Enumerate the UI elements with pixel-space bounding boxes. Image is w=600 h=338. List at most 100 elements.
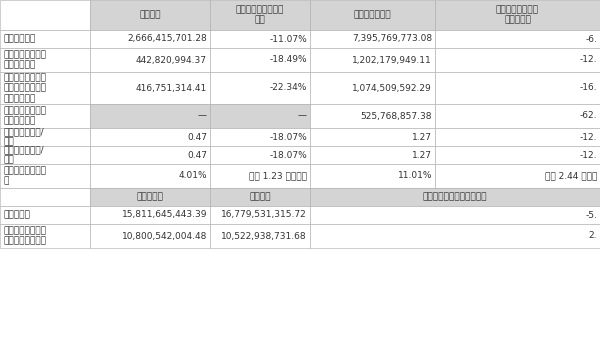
Bar <box>210 0 310 30</box>
Text: —: — <box>298 112 307 121</box>
Bar <box>310 188 600 206</box>
Bar <box>210 104 310 128</box>
Bar <box>310 128 435 146</box>
Bar <box>435 146 600 164</box>
Text: 1,074,509,592.29: 1,074,509,592.29 <box>352 83 432 93</box>
Text: 年初至报告期末: 年初至报告期末 <box>353 10 391 20</box>
Bar <box>210 72 310 104</box>
Bar <box>310 72 435 104</box>
Text: 0.47: 0.47 <box>187 150 207 160</box>
Bar <box>210 146 310 164</box>
Text: 释每股收益（元/
股）: 释每股收益（元/ 股） <box>4 145 44 165</box>
Text: 业收入（元）: 业收入（元） <box>4 34 36 44</box>
Bar <box>90 104 210 128</box>
Text: 属于上市公司股东
净利润（元）: 属于上市公司股东 净利润（元） <box>4 50 47 70</box>
Bar <box>435 0 600 30</box>
Bar <box>435 72 600 104</box>
Bar <box>0 146 90 164</box>
Text: 1.27: 1.27 <box>412 132 432 142</box>
Text: 4.01%: 4.01% <box>178 171 207 180</box>
Text: 下降 2.44 个百分: 下降 2.44 个百分 <box>545 171 597 180</box>
Bar <box>90 72 210 104</box>
Bar <box>90 206 210 224</box>
Text: 本报告期: 本报告期 <box>139 10 161 20</box>
Text: -18.07%: -18.07% <box>269 150 307 160</box>
Text: 1,202,179,949.11: 1,202,179,949.11 <box>352 55 432 65</box>
Text: -22.34%: -22.34% <box>269 83 307 93</box>
Bar <box>0 30 90 48</box>
Text: 11.01%: 11.01% <box>398 171 432 180</box>
Bar <box>90 128 210 146</box>
Text: 营活动产生的现金
量净额（元）: 营活动产生的现金 量净额（元） <box>4 106 47 126</box>
Text: 7,395,769,773.08: 7,395,769,773.08 <box>352 34 432 44</box>
Text: -6.: -6. <box>585 34 597 44</box>
Text: -12.: -12. <box>580 150 597 160</box>
Bar <box>0 0 90 30</box>
Bar <box>0 128 90 146</box>
Text: 0.47: 0.47 <box>187 132 207 142</box>
Bar <box>0 224 90 248</box>
Bar <box>310 224 600 248</box>
Text: -12.: -12. <box>580 132 597 142</box>
Text: 属于上市公司股东
扣除非经常性损益
净利润（元）: 属于上市公司股东 扣除非经常性损益 净利润（元） <box>4 73 47 103</box>
Text: 属于上市公司股东
所有者权益（元）: 属于上市公司股东 所有者权益（元） <box>4 226 47 246</box>
Text: 16,779,531,315.72: 16,779,531,315.72 <box>221 211 307 219</box>
Text: -11.07%: -11.07% <box>269 34 307 44</box>
Bar <box>435 48 600 72</box>
Text: 权平均净资产收益
率: 权平均净资产收益 率 <box>4 166 47 186</box>
Bar <box>90 146 210 164</box>
Bar <box>90 0 210 30</box>
Bar <box>310 104 435 128</box>
Bar <box>0 72 90 104</box>
Bar <box>210 164 310 188</box>
Bar <box>310 146 435 164</box>
Text: —: — <box>198 112 207 121</box>
Bar <box>210 128 310 146</box>
Text: 年初至报告期末比
年同期增减: 年初至报告期末比 年同期增减 <box>496 5 539 25</box>
Text: -5.: -5. <box>585 211 597 219</box>
Bar <box>0 206 90 224</box>
Bar <box>90 164 210 188</box>
Text: 525,768,857.38: 525,768,857.38 <box>361 112 432 121</box>
Bar <box>435 30 600 48</box>
Text: 416,751,314.41: 416,751,314.41 <box>136 83 207 93</box>
Text: 442,820,994.37: 442,820,994.37 <box>136 55 207 65</box>
Bar <box>310 30 435 48</box>
Bar <box>210 224 310 248</box>
Text: 1.27: 1.27 <box>412 150 432 160</box>
Bar <box>0 188 90 206</box>
Bar <box>90 30 210 48</box>
Text: 2,666,415,701.28: 2,666,415,701.28 <box>127 34 207 44</box>
Text: 下降 1.23 个百分点: 下降 1.23 个百分点 <box>249 171 307 180</box>
Text: 15,811,645,443.39: 15,811,645,443.39 <box>121 211 207 219</box>
Bar <box>210 188 310 206</box>
Text: -18.07%: -18.07% <box>269 132 307 142</box>
Bar <box>435 128 600 146</box>
Bar <box>310 206 600 224</box>
Text: 10,800,542,004.48: 10,800,542,004.48 <box>122 232 207 241</box>
Text: 资产（元）: 资产（元） <box>4 211 31 219</box>
Bar <box>435 104 600 128</box>
Bar <box>210 206 310 224</box>
Bar <box>310 48 435 72</box>
Text: -12.: -12. <box>580 55 597 65</box>
Text: 本每股收益（元/
股）: 本每股收益（元/ 股） <box>4 127 44 147</box>
Bar <box>435 164 600 188</box>
Bar <box>0 164 90 188</box>
Text: 本报告期末比上年度末增减: 本报告期末比上年度末增减 <box>423 193 487 201</box>
Bar <box>0 104 90 128</box>
Bar <box>210 48 310 72</box>
Text: -16.: -16. <box>580 83 597 93</box>
Bar <box>0 48 90 72</box>
Bar <box>90 48 210 72</box>
Bar <box>310 164 435 188</box>
Bar <box>210 30 310 48</box>
Bar <box>90 224 210 248</box>
Text: 上年度末: 上年度末 <box>249 193 271 201</box>
Text: -18.49%: -18.49% <box>269 55 307 65</box>
Bar <box>310 0 435 30</box>
Text: 本报告期末: 本报告期末 <box>137 193 163 201</box>
Text: 10,522,938,731.68: 10,522,938,731.68 <box>221 232 307 241</box>
Text: -62.: -62. <box>580 112 597 121</box>
Text: 本报告期比上年同期
增减: 本报告期比上年同期 增减 <box>236 5 284 25</box>
